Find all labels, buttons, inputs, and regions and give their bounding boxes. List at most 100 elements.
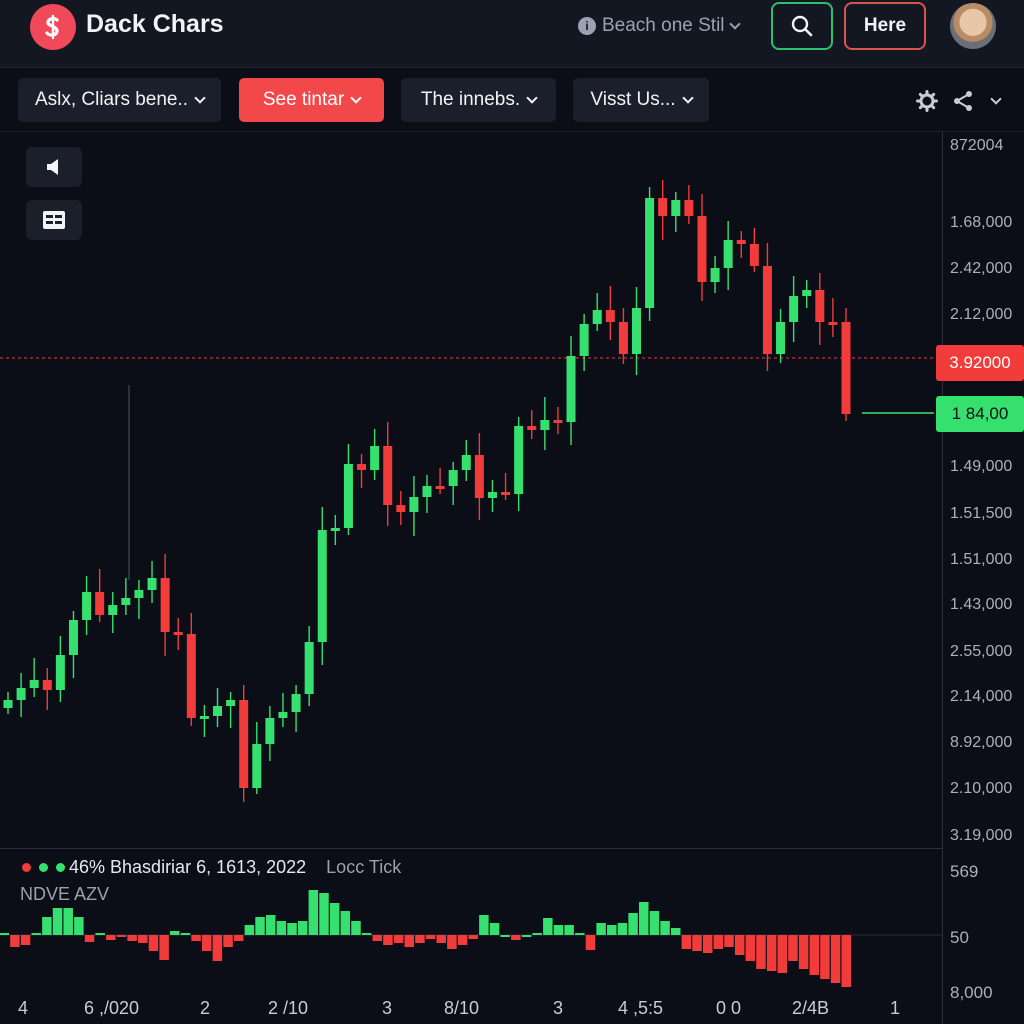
gear-icon[interactable] <box>916 90 938 112</box>
toolbar-dropdown-2[interactable]: See tintar <box>239 78 384 122</box>
volume-bar-bearish <box>138 935 148 943</box>
volume-bar-bullish <box>489 923 500 935</box>
candle-body-bearish <box>239 700 249 788</box>
volume-bar-bullish <box>660 921 670 935</box>
volume-bar-bullish <box>287 923 297 935</box>
speaker-icon <box>47 159 58 175</box>
volume-axis-label: 8,000 <box>950 983 993 1002</box>
volume-bar-bearish <box>724 935 734 947</box>
current-price-marker: 3.92000 <box>936 345 1024 381</box>
legend-dot-green <box>39 863 48 872</box>
volume-bar-bullish <box>255 917 265 935</box>
volume-bar-bearish <box>223 935 233 947</box>
volume-bar-bullish <box>308 890 319 935</box>
candle-body-bullish <box>723 240 733 268</box>
volume-bar-bullish <box>361 933 372 935</box>
candle-body-bearish <box>553 420 563 423</box>
volume-bar-bearish <box>702 935 713 953</box>
user-avatar[interactable] <box>950 3 996 49</box>
price-axis-label: 2.10,000 <box>950 780 1013 797</box>
volume-bar-bullish <box>180 933 191 935</box>
volume-bar-bullish <box>607 925 617 935</box>
toolbar-dropdown-1[interactable]: Aslx, Cliars bene.. <box>18 78 221 122</box>
candle-body-bearish <box>684 200 694 216</box>
candle-body-bullish <box>802 290 812 296</box>
time-axis-label: 6 ,/020 <box>84 998 140 1018</box>
candle-body-bullish <box>540 420 550 430</box>
layout-icon <box>43 211 65 229</box>
volume-axis-label: 50 <box>950 928 969 947</box>
chevron-down-icon <box>728 18 741 30</box>
legend-dot-red <box>22 863 31 872</box>
volume-bar-bearish <box>457 935 468 945</box>
volume-bar-bullish <box>170 931 180 935</box>
volume-bar-bearish <box>756 935 766 969</box>
candle-body-bullish <box>343 464 353 528</box>
candle-body-bullish <box>199 716 209 719</box>
time-axis-label: 3 <box>553 998 564 1018</box>
volume-bar-bullish <box>74 917 84 935</box>
volume-bar-bearish <box>191 935 201 941</box>
candle-body-bullish <box>409 497 419 512</box>
candle-body-bullish <box>710 268 720 282</box>
candle-body-bullish <box>370 446 380 470</box>
candle-body-bullish <box>304 642 314 694</box>
price-axis-label: 1.68,000 <box>950 214 1013 231</box>
here-button[interactable]: Here <box>844 2 926 50</box>
candle-body-bullish <box>278 712 288 718</box>
sound-tool-button[interactable] <box>26 147 82 187</box>
volume-bar-bullish <box>265 915 276 935</box>
candle-body-bullish <box>514 426 524 494</box>
header-info-dropdown[interactable]: i Beach one Stil <box>578 15 741 37</box>
volume-bar-bearish <box>713 935 724 949</box>
volume-bar-bearish <box>777 935 788 973</box>
volume-bar-bearish <box>404 935 415 947</box>
search-icon <box>791 15 813 37</box>
candle-body-bullish <box>330 528 340 531</box>
volume-axis-label: 569 <box>950 862 979 881</box>
chevron-down-icon <box>194 92 206 104</box>
layout-tool-button[interactable] <box>26 200 82 240</box>
app-logo[interactable] <box>30 4 76 50</box>
candle-body-bearish <box>841 322 851 414</box>
volume-bar-bearish <box>159 935 169 960</box>
candle-body-bearish <box>160 578 170 632</box>
price-axis-label: 1.51,500 <box>950 505 1013 522</box>
volume-bar-bullish <box>670 928 681 935</box>
volume-bar-bearish <box>425 935 436 939</box>
volume-bar-bullish <box>500 935 510 937</box>
share-icon[interactable] <box>952 90 974 112</box>
volume-bar-bullish <box>532 933 542 935</box>
volume-bar-bearish <box>20 935 31 945</box>
toolbar-dropdown-3[interactable]: The innebs. <box>401 78 556 122</box>
volume-bar-bearish <box>798 935 809 969</box>
candle-body-bearish <box>173 632 183 635</box>
volume-bar-bearish <box>809 935 820 975</box>
candle-body-bullish <box>16 688 26 700</box>
volume-bar-bearish <box>372 935 383 941</box>
candle-body-bullish <box>422 486 432 497</box>
volume-bar-bearish <box>116 935 127 937</box>
volume-bar-bearish <box>127 935 137 941</box>
time-axis-label: 4 ,5:5 <box>618 998 664 1018</box>
volume-bar-bullish <box>319 893 329 935</box>
candle-body-bearish <box>501 492 511 495</box>
chart-legend: 46% Bhasdiriar 6, 1613, 2022 Locc Tick <box>22 857 401 878</box>
legend-extra: Locc Tick <box>326 857 402 877</box>
volume-bar-bearish <box>84 935 95 942</box>
toolbar-dropdown-4[interactable]: Visst Us... <box>573 78 709 122</box>
candle-body-bullish <box>121 598 131 605</box>
volume-bar-bullish <box>543 918 553 935</box>
search-button[interactable] <box>771 2 833 50</box>
volume-bar-bullish <box>31 933 41 935</box>
volume-bar-bullish <box>628 913 638 935</box>
chevron-down-icon[interactable] <box>990 93 1002 105</box>
app-title: Dack Chars <box>86 10 224 38</box>
candle-body-bearish <box>749 244 759 266</box>
volume-bar-bearish <box>788 935 798 961</box>
legend-dot-green <box>56 863 65 872</box>
volume-bar-bearish <box>393 935 404 943</box>
volume-bar-bearish <box>106 935 116 940</box>
candlestick-chart[interactable] <box>0 132 942 848</box>
volume-bar-bullish <box>564 925 574 935</box>
